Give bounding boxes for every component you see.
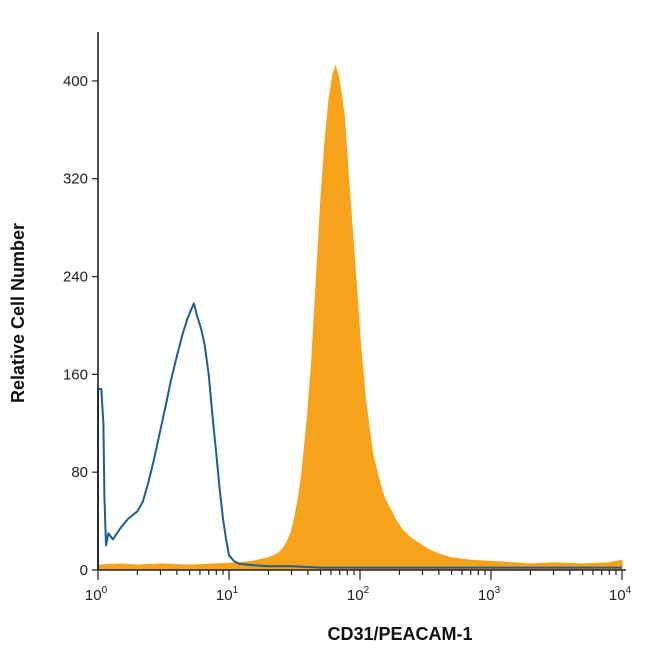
series-outline-layer bbox=[97, 302, 622, 570]
x-axis-ticks: 100 101 102 103 104 bbox=[85, 570, 632, 604]
series-fill-layer bbox=[97, 64, 623, 571]
x-tick-label: 101 bbox=[216, 585, 239, 604]
series-1-outline-histogram bbox=[97, 302, 622, 570]
y-tick-label: 160 bbox=[63, 366, 88, 383]
x-tick-label: 102 bbox=[347, 585, 370, 604]
y-axis-ticks: 0 80 160 240 320 400 bbox=[63, 73, 98, 579]
x-axis-title: CD31/PEACAM-1 bbox=[327, 624, 472, 644]
series-0-filled-histogram bbox=[97, 64, 623, 571]
y-tick-label: 80 bbox=[71, 464, 88, 481]
y-tick-label: 240 bbox=[63, 269, 88, 286]
y-tick-label: 400 bbox=[63, 73, 88, 90]
y-tick-label: 320 bbox=[63, 171, 88, 188]
axes bbox=[97, 32, 626, 571]
x-tick-label: 104 bbox=[609, 585, 632, 604]
x-tick-label: 100 bbox=[85, 585, 108, 604]
y-axis-title: Relative Cell Number bbox=[8, 223, 28, 403]
y-tick-label: 0 bbox=[80, 562, 88, 579]
x-tick-label: 103 bbox=[478, 585, 501, 604]
